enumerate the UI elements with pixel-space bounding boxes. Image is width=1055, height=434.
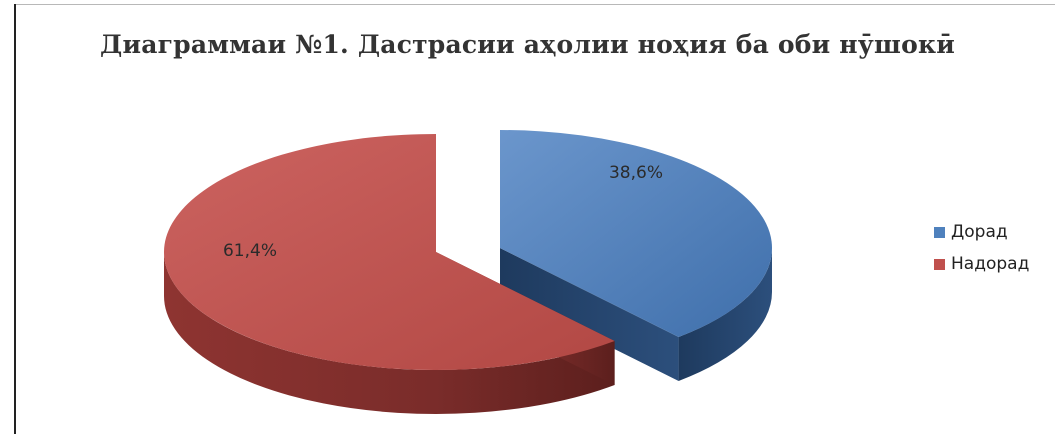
legend-item-nadorad: Надорад	[934, 248, 1029, 280]
legend-swatch-nadorad	[934, 258, 945, 270]
legend-item-dorad: Дорад	[934, 216, 1029, 248]
chart-legend: Дорад Надорад	[934, 216, 1029, 280]
pie-side-nadorad	[164, 252, 615, 414]
pie-cut-dorad	[500, 248, 679, 382]
chart-title: Диаграммаи №1. Дастрасии аҳолии ноҳия ба…	[100, 30, 955, 59]
pie-side-dorad	[678, 248, 772, 382]
pie-label-nadorad: 61,4%	[223, 241, 277, 261]
legend-label-dorad: Дорад	[951, 222, 1008, 242]
pie-slice-nadorad	[163, 134, 615, 370]
pie-slice-dorad	[500, 130, 772, 338]
legend-label-nadorad: Надорад	[951, 254, 1030, 274]
frame-top-border	[14, 4, 1055, 5]
pie-label-dorad: 38,6%	[609, 163, 663, 183]
frame-left-border	[14, 4, 16, 434]
legend-swatch-dorad	[934, 226, 945, 238]
